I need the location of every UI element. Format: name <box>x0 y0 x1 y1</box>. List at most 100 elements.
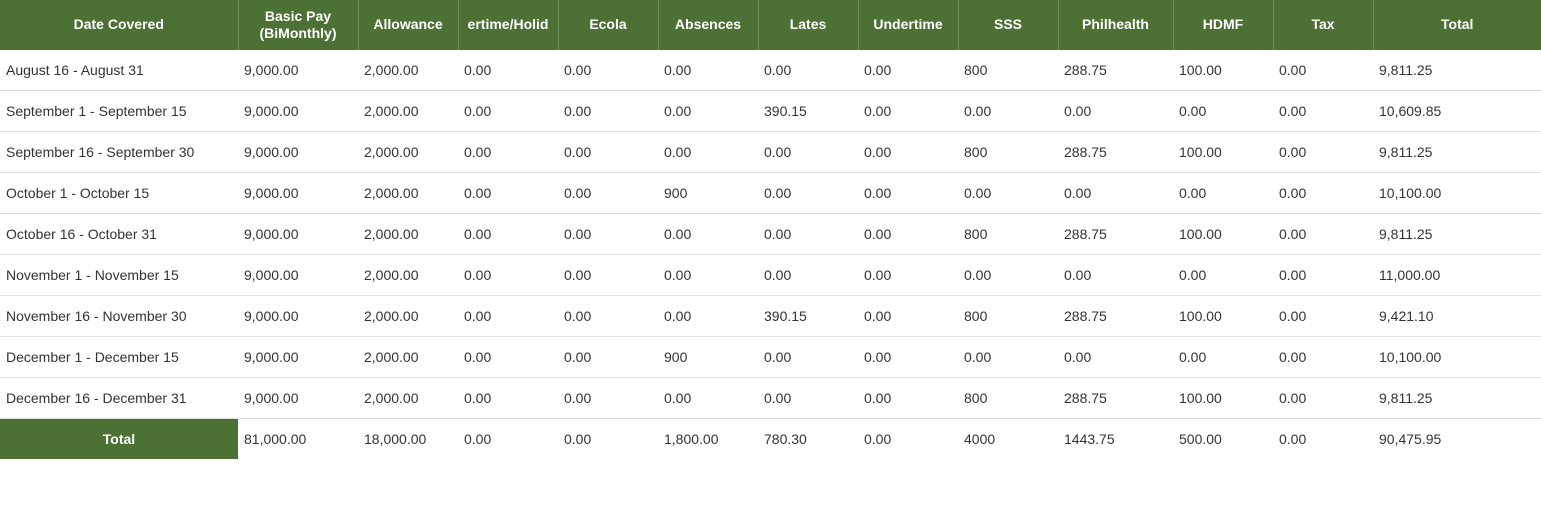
cell-undertime: 0.00 <box>858 50 958 91</box>
total-cell-absences: 1,800.00 <box>658 418 758 459</box>
cell-absences: 0.00 <box>658 50 758 91</box>
cell-lates: 0.00 <box>758 213 858 254</box>
cell-date: October 1 - October 15 <box>0 172 238 213</box>
cell-absences: 900 <box>658 336 758 377</box>
cell-date: December 16 - December 31 <box>0 377 238 418</box>
cell-ecola: 0.00 <box>558 213 658 254</box>
cell-date: September 1 - September 15 <box>0 90 238 131</box>
cell-hdmf: 0.00 <box>1173 254 1273 295</box>
cell-lates: 0.00 <box>758 336 858 377</box>
cell-undertime: 0.00 <box>858 213 958 254</box>
cell-basic_pay: 9,000.00 <box>238 377 358 418</box>
cell-undertime: 0.00 <box>858 295 958 336</box>
col-header-tax: Tax <box>1273 0 1373 50</box>
cell-total: 10,100.00 <box>1373 172 1541 213</box>
cell-absences: 0.00 <box>658 377 758 418</box>
cell-total: 9,811.25 <box>1373 131 1541 172</box>
total-cell-hdmf: 500.00 <box>1173 418 1273 459</box>
col-header-hdmf: HDMF <box>1173 0 1273 50</box>
total-cell-ecola: 0.00 <box>558 418 658 459</box>
cell-philhealth: 288.75 <box>1058 213 1173 254</box>
table-header: Date Covered Basic Pay (BiMonthly) Allow… <box>0 0 1541 50</box>
cell-total: 10,609.85 <box>1373 90 1541 131</box>
col-header-date: Date Covered <box>0 0 238 50</box>
cell-allowance: 2,000.00 <box>358 254 458 295</box>
cell-undertime: 0.00 <box>858 377 958 418</box>
cell-hdmf: 100.00 <box>1173 213 1273 254</box>
cell-undertime: 0.00 <box>858 254 958 295</box>
cell-philhealth: 288.75 <box>1058 131 1173 172</box>
cell-overtime: 0.00 <box>458 131 558 172</box>
cell-undertime: 0.00 <box>858 131 958 172</box>
cell-sss: 800 <box>958 213 1058 254</box>
col-header-total: Total <box>1373 0 1541 50</box>
col-header-ecola: Ecola <box>558 0 658 50</box>
cell-lates: 390.15 <box>758 90 858 131</box>
cell-allowance: 2,000.00 <box>358 336 458 377</box>
cell-overtime: 0.00 <box>458 213 558 254</box>
cell-overtime: 0.00 <box>458 295 558 336</box>
cell-date: August 16 - August 31 <box>0 50 238 91</box>
cell-sss: 0.00 <box>958 254 1058 295</box>
cell-lates: 0.00 <box>758 254 858 295</box>
total-label: Total <box>0 418 238 459</box>
col-header-undertime: Undertime <box>858 0 958 50</box>
cell-allowance: 2,000.00 <box>358 90 458 131</box>
table-row: September 16 - September 309,000.002,000… <box>0 131 1541 172</box>
cell-ecola: 0.00 <box>558 295 658 336</box>
cell-philhealth: 288.75 <box>1058 295 1173 336</box>
total-cell-overtime: 0.00 <box>458 418 558 459</box>
table-row: October 16 - October 319,000.002,000.000… <box>0 213 1541 254</box>
cell-ecola: 0.00 <box>558 377 658 418</box>
cell-undertime: 0.00 <box>858 336 958 377</box>
col-header-absences: Absences <box>658 0 758 50</box>
total-cell-tax: 0.00 <box>1273 418 1373 459</box>
cell-absences: 0.00 <box>658 90 758 131</box>
cell-tax: 0.00 <box>1273 50 1373 91</box>
cell-overtime: 0.00 <box>458 50 558 91</box>
cell-allowance: 2,000.00 <box>358 295 458 336</box>
cell-hdmf: 100.00 <box>1173 50 1273 91</box>
cell-tax: 0.00 <box>1273 90 1373 131</box>
total-cell-basic_pay: 81,000.00 <box>238 418 358 459</box>
cell-tax: 0.00 <box>1273 131 1373 172</box>
cell-absences: 0.00 <box>658 213 758 254</box>
cell-philhealth: 0.00 <box>1058 90 1173 131</box>
cell-allowance: 2,000.00 <box>358 50 458 91</box>
cell-overtime: 0.00 <box>458 377 558 418</box>
cell-sss: 800 <box>958 131 1058 172</box>
cell-allowance: 2,000.00 <box>358 172 458 213</box>
cell-sss: 800 <box>958 50 1058 91</box>
cell-basic_pay: 9,000.00 <box>238 254 358 295</box>
cell-lates: 390.15 <box>758 295 858 336</box>
cell-philhealth: 288.75 <box>1058 377 1173 418</box>
total-cell-sss: 4000 <box>958 418 1058 459</box>
total-cell-total: 90,475.95 <box>1373 418 1541 459</box>
total-cell-undertime: 0.00 <box>858 418 958 459</box>
cell-ecola: 0.00 <box>558 172 658 213</box>
cell-date: November 16 - November 30 <box>0 295 238 336</box>
cell-overtime: 0.00 <box>458 254 558 295</box>
cell-hdmf: 0.00 <box>1173 90 1273 131</box>
cell-philhealth: 0.00 <box>1058 336 1173 377</box>
total-cell-philhealth: 1443.75 <box>1058 418 1173 459</box>
table-body: August 16 - August 319,000.002,000.000.0… <box>0 50 1541 459</box>
cell-hdmf: 100.00 <box>1173 295 1273 336</box>
cell-undertime: 0.00 <box>858 172 958 213</box>
cell-basic_pay: 9,000.00 <box>238 90 358 131</box>
cell-philhealth: 0.00 <box>1058 172 1173 213</box>
cell-tax: 0.00 <box>1273 213 1373 254</box>
cell-ecola: 0.00 <box>558 254 658 295</box>
cell-allowance: 2,000.00 <box>358 213 458 254</box>
cell-sss: 800 <box>958 295 1058 336</box>
cell-tax: 0.00 <box>1273 336 1373 377</box>
table-row: December 16 - December 319,000.002,000.0… <box>0 377 1541 418</box>
cell-ecola: 0.00 <box>558 90 658 131</box>
cell-overtime: 0.00 <box>458 336 558 377</box>
cell-basic_pay: 9,000.00 <box>238 336 358 377</box>
cell-date: December 1 - December 15 <box>0 336 238 377</box>
cell-lates: 0.00 <box>758 377 858 418</box>
cell-sss: 0.00 <box>958 90 1058 131</box>
cell-total: 9,421.10 <box>1373 295 1541 336</box>
cell-philhealth: 288.75 <box>1058 50 1173 91</box>
